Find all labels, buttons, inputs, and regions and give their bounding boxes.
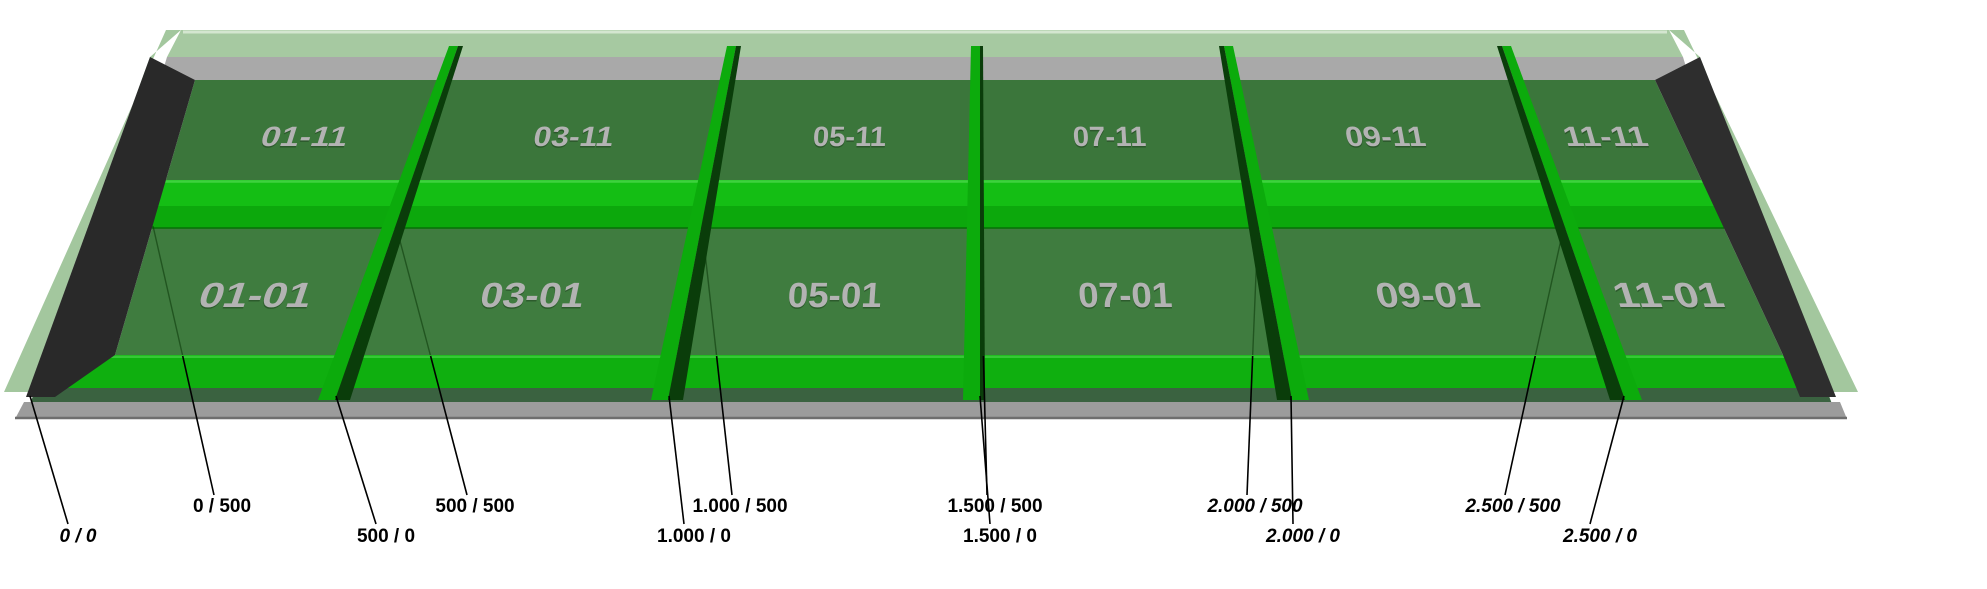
leader-line-mid <box>429 355 468 496</box>
cell-label-01-11: 01-11 <box>257 121 353 152</box>
base-plate-strip <box>15 402 1847 419</box>
back-wall <box>160 30 1690 80</box>
cell-floor-01-11[interactable] <box>165 80 447 180</box>
coordinate-label-front-1: 500 / 0 <box>357 526 415 547</box>
divider-wall <box>651 46 736 400</box>
leader-line-front <box>335 395 377 525</box>
cell-label-07-01: 07-01 <box>1077 275 1174 315</box>
left-rim-top-face <box>4 30 181 392</box>
leader-line-front <box>1290 395 1294 525</box>
cell-label-11-01: 11-01 <box>1608 276 1729 315</box>
coordinate-label-front-5: 2.500 / 0 <box>1562 526 1637 547</box>
cell-floor-11-11[interactable] <box>1513 80 1702 180</box>
cell-label-05-01-shadow: 05-01 <box>786 276 883 316</box>
back-wall-inner-face <box>160 57 1690 80</box>
mid-wall-top-face <box>116 180 1756 206</box>
leader-line-front <box>29 395 69 525</box>
coordinate-label-front-4: 2.000 / 0 <box>1265 526 1340 547</box>
right-wall-face <box>1655 57 1836 397</box>
coordinate-label-mid-5: 2.500 / 500 <box>1464 496 1561 517</box>
front-wall-top-face <box>36 355 1826 388</box>
side-walls <box>4 30 1858 397</box>
leader-line-front <box>1589 395 1625 525</box>
cell-label-03-01: 03-01 <box>477 276 589 315</box>
cell-label-01-01-shadow: 01-01 <box>193 277 318 317</box>
coordinate-labels: 0 / 500 500 / 500 1.000 / 500 1.500 / 500 2.… <box>60 496 1638 547</box>
cell-label-01-01: 01-01 <box>193 275 318 315</box>
cell-label-11-01-shadow: 11-01 <box>1608 277 1729 316</box>
coordinate-label-mid-2: 1.000 / 500 <box>692 496 787 517</box>
cell-label-05-01: 05-01 <box>786 275 883 315</box>
cell-floor-11-01[interactable] <box>1565 228 1783 355</box>
cell-floor-09-11[interactable] <box>1230 80 1549 180</box>
cell-floor-03-01[interactable] <box>350 228 702 355</box>
divider-wall <box>1224 46 1309 400</box>
cell-label-09-11-shadow: 09-11 <box>1343 123 1429 154</box>
coordinate-label-mid-1: 500 / 500 <box>435 496 514 517</box>
cell-label-03-11: 03-11 <box>531 122 617 153</box>
front-wall-front-face <box>30 388 1832 404</box>
cell-label-11-11: 11-11 <box>1559 120 1652 152</box>
mid-wall-front-face <box>109 206 1763 228</box>
leader-line-front <box>668 395 685 525</box>
coordinate-label-front-2: 1.000 / 0 <box>657 526 731 547</box>
coordinate-label-mid-3: 1.500 / 500 <box>947 496 1042 517</box>
cell-label-07-11: 07-11 <box>1072 122 1147 153</box>
back-wall-top-face <box>167 30 1683 57</box>
leader-line-mid <box>715 355 733 496</box>
cell-label-09-01: 09-01 <box>1372 276 1484 315</box>
cell-label-07-11-shadow: 07-11 <box>1072 123 1147 154</box>
divider-wall-shadow <box>668 46 741 400</box>
coordinate-label-front-3: 1.500 / 0 <box>963 526 1037 547</box>
cell-label-05-11: 05-11 <box>812 122 887 153</box>
cell-floor-01-01[interactable] <box>115 228 395 355</box>
floor-cells <box>115 80 1783 355</box>
cell-floor-05-11[interactable] <box>710 80 980 180</box>
coordinate-label-mid-4: 2.000 / 500 <box>1206 496 1303 517</box>
cell-floor-07-11[interactable] <box>980 80 1250 180</box>
mid-wall <box>109 180 1763 229</box>
cell-label-01-11-shadow: 01-11 <box>256 122 352 153</box>
cell-label-09-11: 09-11 <box>1343 122 1429 153</box>
cell-label-03-01-shadow: 03-01 <box>476 277 588 316</box>
cell-label-11-11-shadow: 11-11 <box>1559 122 1652 154</box>
leader-line-mid <box>1504 355 1537 496</box>
divider-wall <box>963 46 980 400</box>
divider-wall-shadow <box>1219 46 1292 400</box>
floor-leader-segment <box>395 225 432 357</box>
divider-wall-shadow <box>1497 46 1625 400</box>
floor-leader-segment <box>152 225 184 357</box>
cell-floor-05-01[interactable] <box>676 228 980 355</box>
leader-lines <box>29 355 1625 525</box>
cell-label-07-01-shadow: 07-01 <box>1077 276 1174 316</box>
leader-line-mid <box>181 355 215 496</box>
front-wall <box>30 355 1832 404</box>
left-wall-face <box>26 57 195 397</box>
base-plate <box>15 402 1847 420</box>
leader-line-front <box>979 395 991 525</box>
cell-floor-03-11[interactable] <box>411 80 730 180</box>
coordinate-label-mid-0: 0 / 500 <box>193 496 251 517</box>
divider-wall <box>318 46 458 400</box>
cell-label-09-01-shadow: 09-01 <box>1372 277 1484 316</box>
divider-wall-shadow <box>980 46 985 400</box>
divider-wall <box>1502 46 1642 400</box>
floor-leader-segment <box>1534 225 1565 357</box>
leader-line-mid <box>1246 355 1254 496</box>
cell-label-03-11-shadow: 03-11 <box>531 123 617 154</box>
divider-walls <box>318 46 1642 400</box>
right-rim-top-face <box>1669 30 1858 392</box>
divider-wall-shadow <box>335 46 463 400</box>
cell-floor-09-01[interactable] <box>1258 228 1610 355</box>
cell-floor-07-01[interactable] <box>980 228 1284 355</box>
cell-label-05-11-shadow: 05-11 <box>812 123 887 154</box>
coordinate-label-front-0: 0 / 0 <box>60 526 97 547</box>
